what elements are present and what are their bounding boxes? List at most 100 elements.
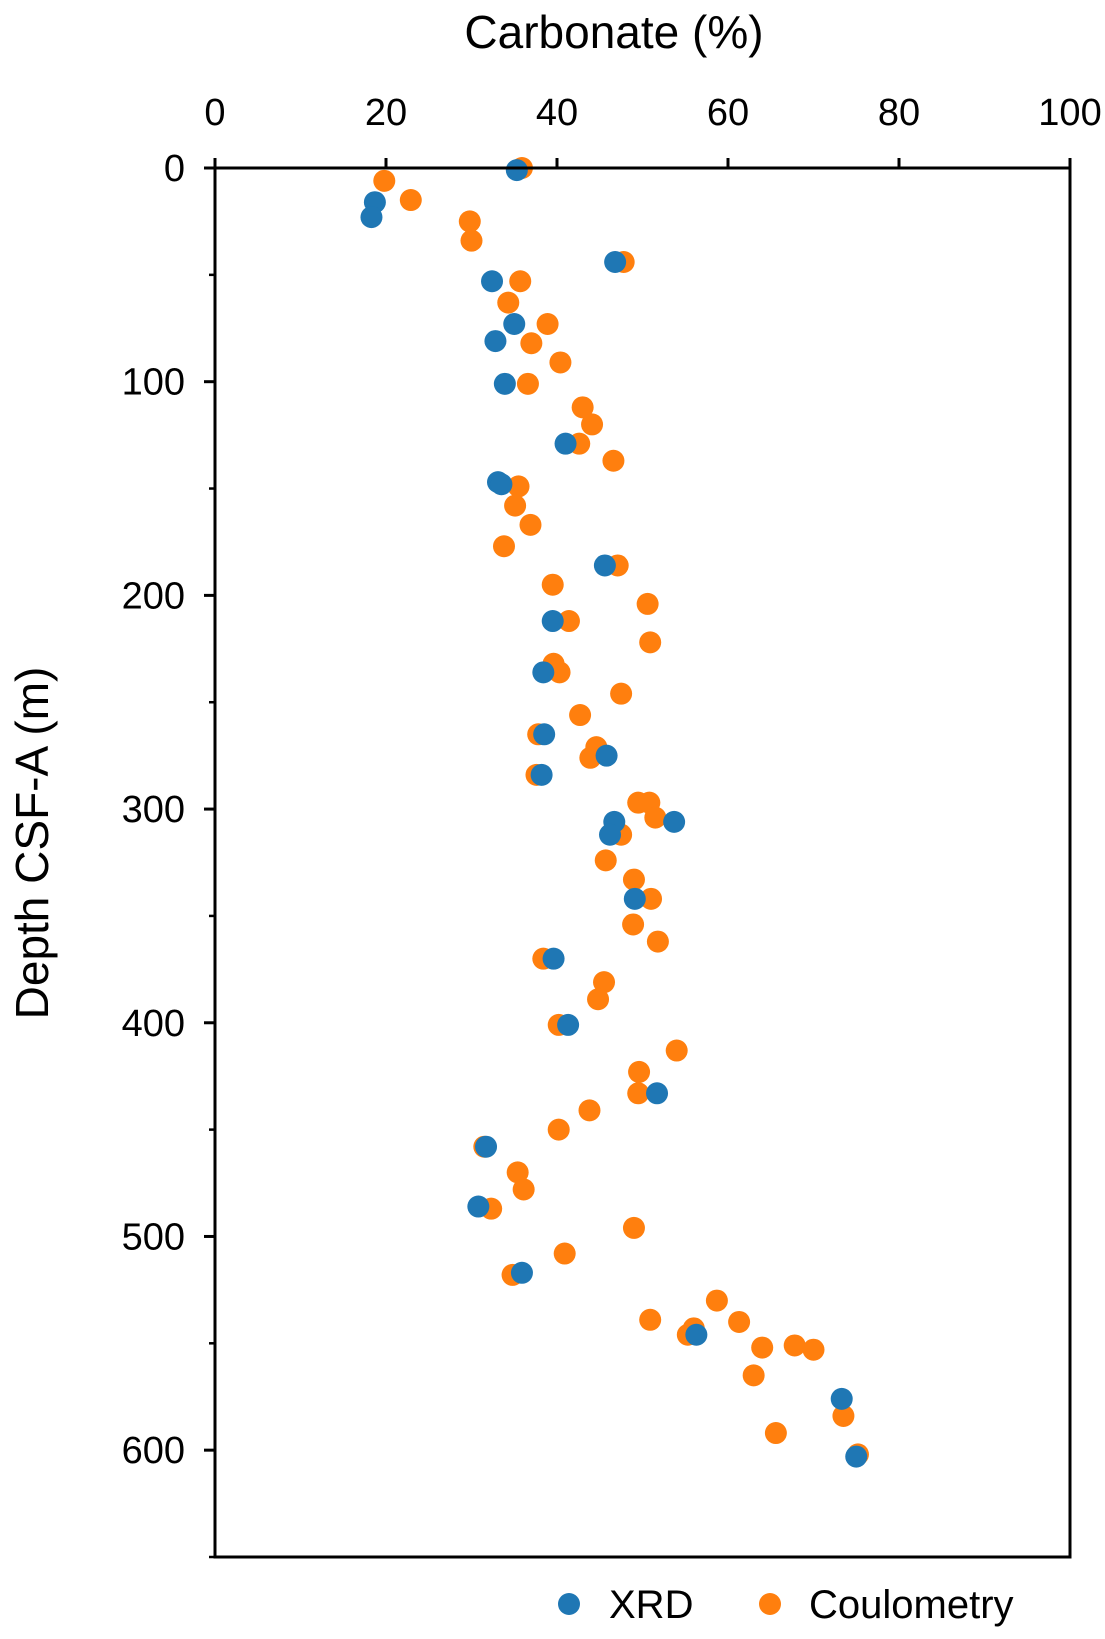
coulometry-point-46 bbox=[665, 1039, 688, 1062]
coulometry-point-68 bbox=[764, 1422, 787, 1445]
coulometry-point-35 bbox=[644, 806, 667, 829]
coulometry-point-53 bbox=[512, 1178, 535, 1201]
coulometry-point-2 bbox=[399, 189, 422, 212]
xrd-point-7 bbox=[493, 372, 516, 395]
xrd-point-19 bbox=[599, 823, 622, 846]
coulometry-point-22 bbox=[636, 592, 659, 615]
legend: XRD Coulometry bbox=[558, 1583, 1014, 1627]
coulometry-point-59 bbox=[639, 1308, 662, 1331]
coulometry-point-9 bbox=[520, 332, 543, 355]
y-tick-label-600: 600 bbox=[122, 1430, 185, 1472]
coulometry-point-27 bbox=[610, 682, 633, 705]
xrd-point-15 bbox=[595, 744, 618, 767]
xrd-point-4 bbox=[481, 270, 504, 293]
xrd-point-5 bbox=[503, 312, 526, 335]
legend-label-coulometry: Coulometry bbox=[809, 1583, 1014, 1627]
xrd-point-2 bbox=[360, 206, 383, 229]
xrd-point-8 bbox=[554, 432, 577, 455]
xrd-point-16 bbox=[530, 763, 553, 786]
plot-frame bbox=[213, 166, 1072, 1559]
coulometry-point-4 bbox=[460, 229, 483, 252]
coulometry-point-48 bbox=[627, 1082, 650, 1105]
y-tick-label-500: 500 bbox=[122, 1216, 185, 1258]
xrd-point-22 bbox=[557, 1013, 580, 1036]
xrd-point-10 bbox=[490, 473, 513, 496]
y-axis-title: Depth CSF-A (m) bbox=[6, 667, 58, 1020]
x-tick-label-0: 0 bbox=[204, 92, 225, 134]
xrd-point-23 bbox=[646, 1082, 669, 1105]
xrd-point-6 bbox=[484, 330, 507, 353]
xrd-point-28 bbox=[830, 1387, 853, 1410]
xrd-point-13 bbox=[532, 661, 555, 684]
coulometry-point-43 bbox=[593, 971, 616, 994]
coulometry-point-49 bbox=[578, 1099, 601, 1122]
coulometry-point-26 bbox=[548, 661, 571, 684]
x-tick-label-80: 80 bbox=[878, 92, 920, 134]
xrd-point-18 bbox=[663, 810, 686, 833]
legend-marker-coulometry bbox=[759, 1593, 781, 1615]
xrd-point-25 bbox=[467, 1195, 490, 1218]
xrd-point-24 bbox=[475, 1135, 498, 1158]
coulometry-point-44 bbox=[587, 988, 610, 1011]
coulometry-point-65 bbox=[802, 1338, 825, 1361]
coulometry-point-17 bbox=[504, 494, 527, 517]
coulometry-point-60 bbox=[728, 1310, 751, 1333]
coulometry-point-23 bbox=[557, 610, 580, 633]
xrd-point-26 bbox=[510, 1261, 533, 1284]
coulometry-point-6 bbox=[509, 270, 532, 293]
legend-label-xrd: XRD bbox=[609, 1583, 693, 1627]
coulometry-point-11 bbox=[516, 372, 539, 395]
coulometry-point-3 bbox=[458, 210, 481, 233]
y-tick-label-100: 100 bbox=[122, 362, 185, 404]
y-tick-label-0: 0 bbox=[164, 148, 185, 190]
coulometry-point-19 bbox=[492, 535, 515, 558]
xrd-point-27 bbox=[685, 1323, 708, 1346]
legend-marker-xrd bbox=[558, 1593, 580, 1615]
x-tick-label-100: 100 bbox=[1038, 92, 1101, 134]
coulometry-point-50 bbox=[547, 1118, 570, 1141]
coulometry-point-64 bbox=[783, 1334, 806, 1357]
y-tick-label-300: 300 bbox=[122, 789, 185, 831]
coulometry-point-41 bbox=[646, 930, 669, 953]
coulometry-point-55 bbox=[622, 1216, 645, 1239]
coulometry-point-10 bbox=[549, 351, 572, 374]
coulometry-point-67 bbox=[832, 1404, 855, 1427]
coulometry-point-15 bbox=[602, 449, 625, 472]
coulometry-point-52 bbox=[506, 1161, 529, 1184]
coulometry-point-66 bbox=[742, 1364, 765, 1387]
x-axis-title: Carbonate (%) bbox=[464, 6, 763, 58]
x-tick-label-40: 40 bbox=[536, 92, 578, 134]
coulometry-point-38 bbox=[622, 868, 645, 891]
coulometry-point-28 bbox=[569, 704, 592, 727]
xrd-point-12 bbox=[541, 610, 564, 633]
axis-ticks: 0 20 40 60 80 100 0 100 200 300 400 500 600 bbox=[122, 92, 1102, 1559]
xrd-point-11 bbox=[593, 554, 616, 577]
coulometry-point-39 bbox=[640, 887, 663, 910]
coulometry-point-12 bbox=[571, 396, 594, 419]
coulometry-point-37 bbox=[594, 849, 617, 872]
coulometry-point-63 bbox=[751, 1336, 774, 1359]
coulometry-point-1 bbox=[373, 169, 396, 192]
coulometry-point-56 bbox=[553, 1242, 576, 1265]
y-tick-label-200: 200 bbox=[122, 575, 185, 617]
xrd-point-20 bbox=[623, 887, 646, 910]
coulometry-point-31 bbox=[579, 746, 602, 769]
xrd-point-0 bbox=[505, 159, 528, 182]
coulometry-point-58 bbox=[705, 1289, 728, 1312]
coulometry-point-47 bbox=[628, 1060, 651, 1083]
coulometry-point-18 bbox=[519, 513, 542, 536]
coulometry-point-13 bbox=[581, 413, 604, 436]
x-tick-label-20: 20 bbox=[365, 92, 407, 134]
data-points bbox=[360, 157, 869, 1468]
x-tick-label-60: 60 bbox=[707, 92, 749, 134]
coulometry-point-40 bbox=[622, 913, 645, 936]
coulometry-point-7 bbox=[497, 291, 520, 314]
xrd-point-3 bbox=[604, 251, 627, 274]
xrd-point-14 bbox=[533, 723, 556, 746]
coulometry-point-8 bbox=[536, 312, 559, 335]
coulometry-point-24 bbox=[639, 631, 662, 654]
xrd-point-21 bbox=[542, 947, 565, 970]
coulometry-point-16 bbox=[507, 475, 530, 498]
coulometry-point-21 bbox=[541, 573, 564, 596]
